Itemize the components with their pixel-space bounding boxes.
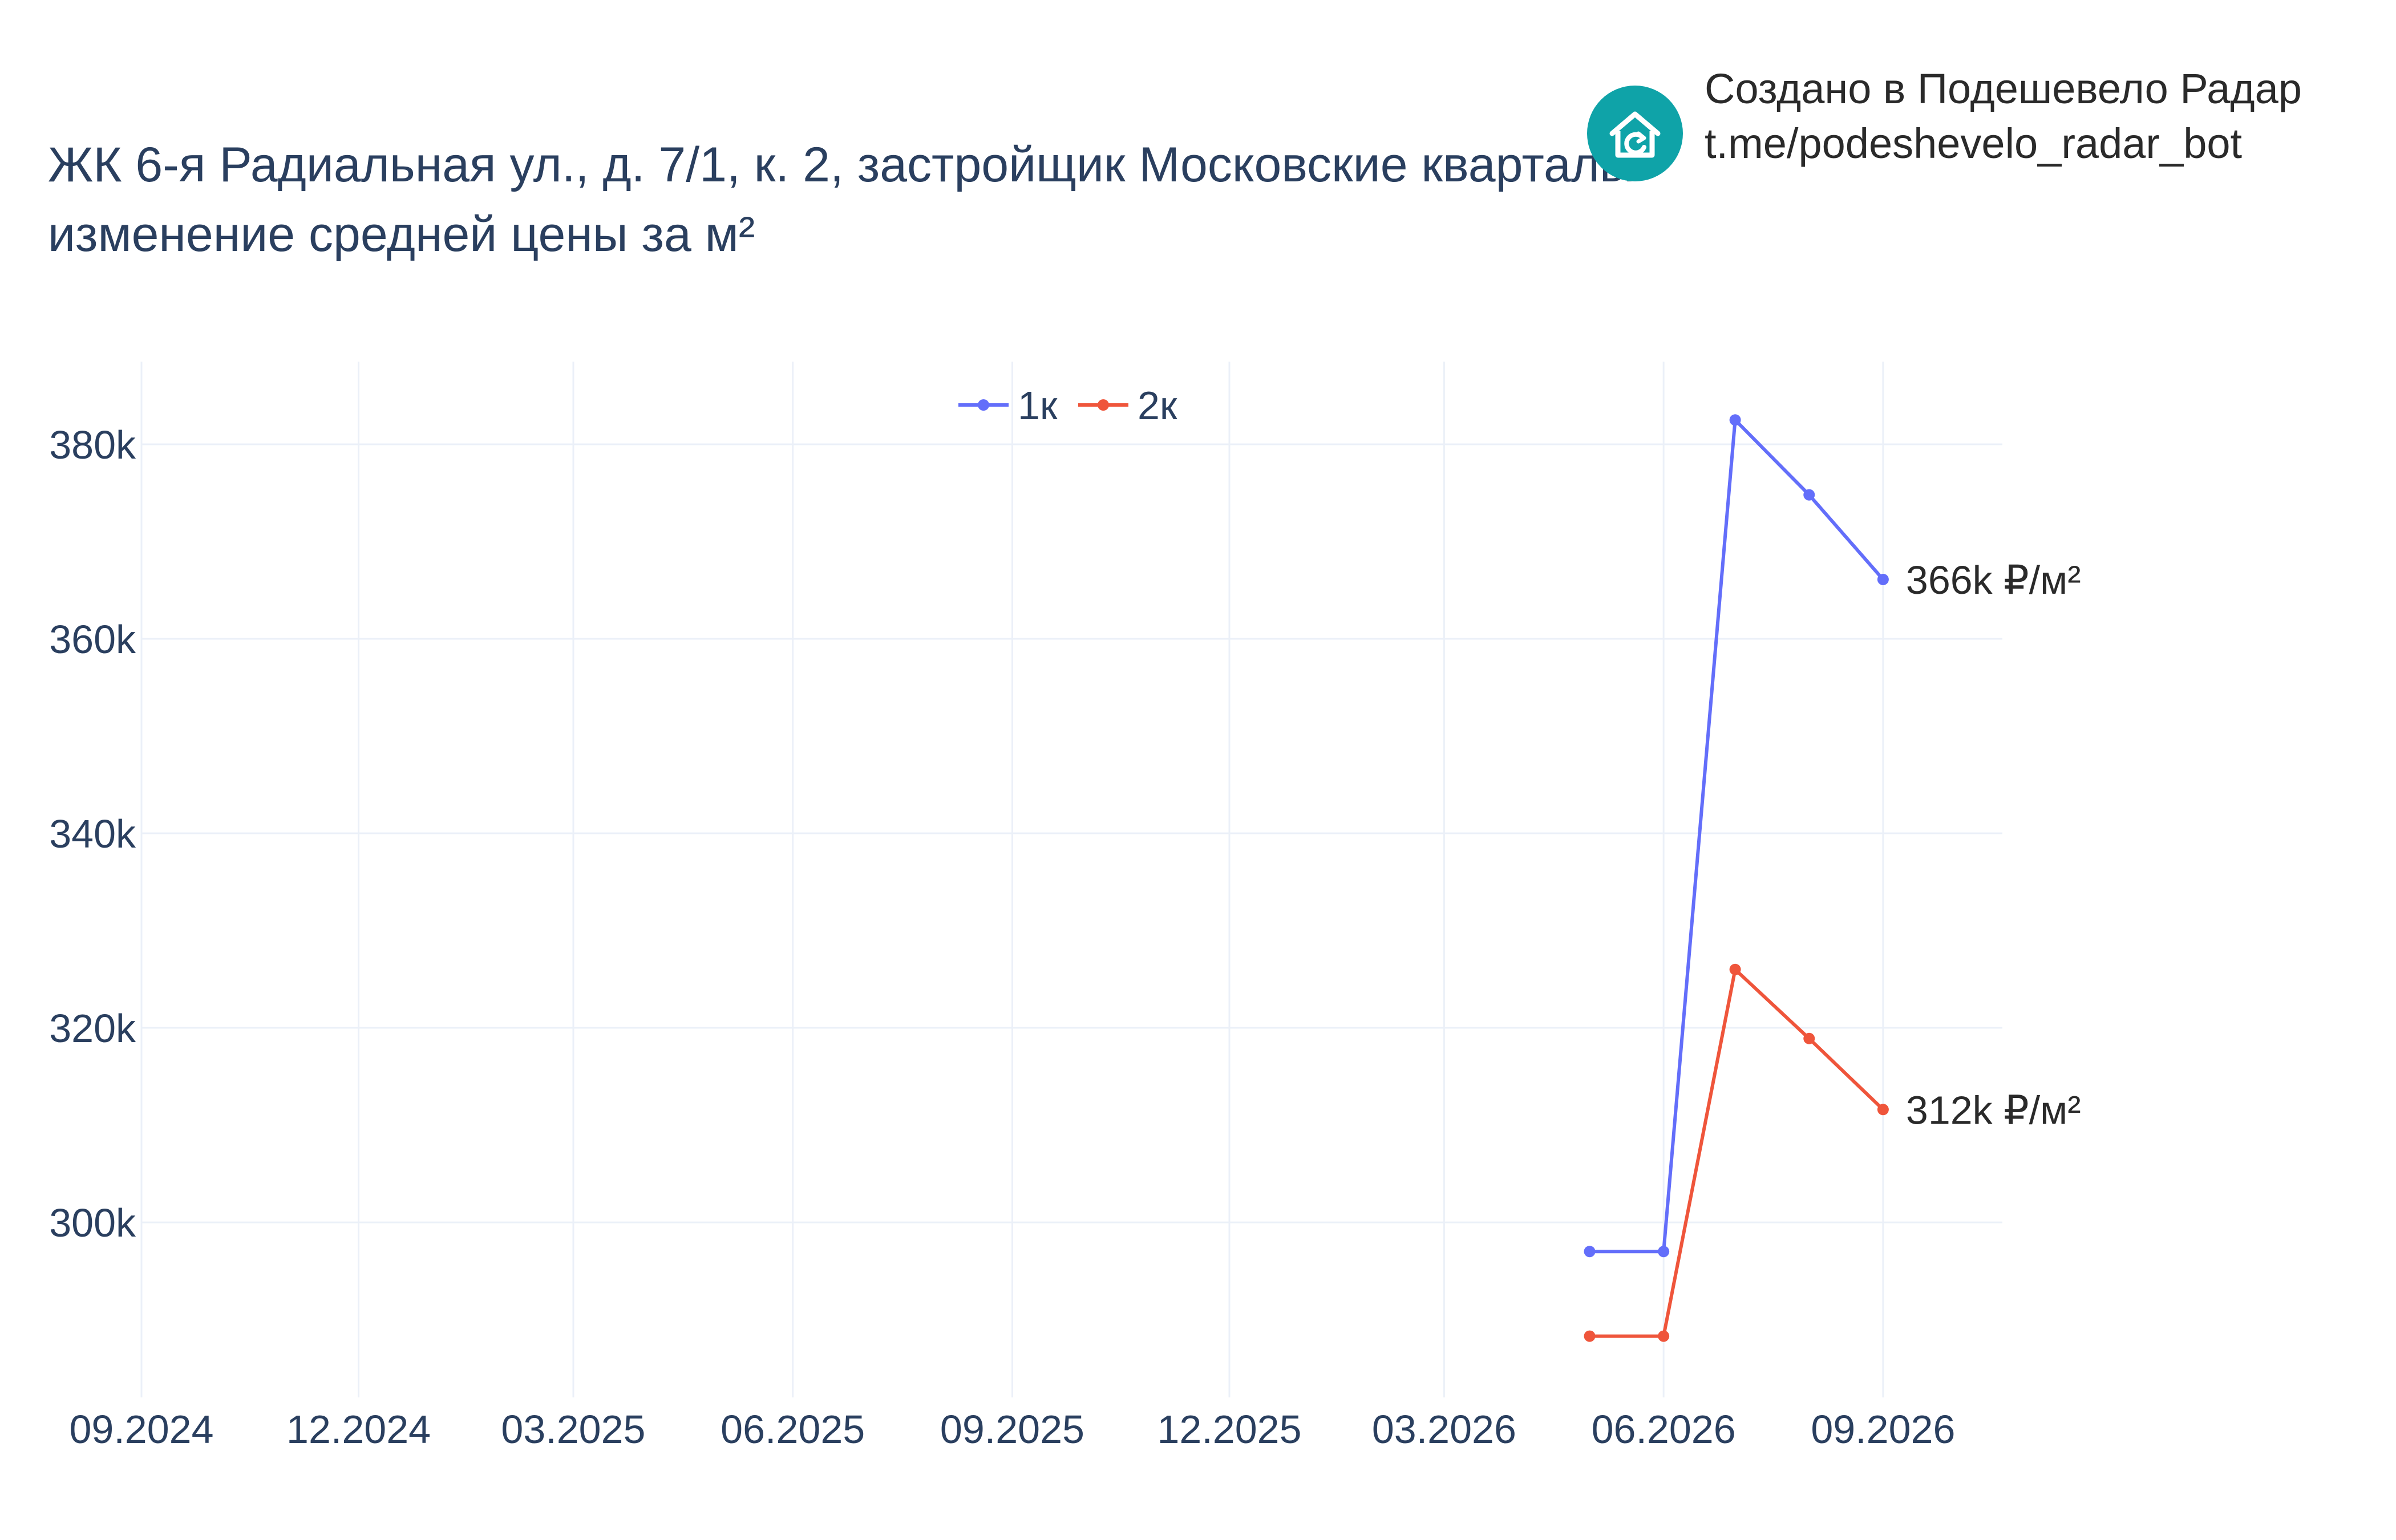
x-tick-label: 06.2026 [1592, 1407, 1736, 1452]
data-point [1658, 1330, 1670, 1342]
x-tick-label: 03.2025 [501, 1407, 645, 1452]
x-tick-label: 09.2026 [1811, 1407, 1955, 1452]
data-point [1584, 1246, 1596, 1258]
data-point [1803, 489, 1815, 501]
data-point [1877, 573, 1889, 585]
legend-swatch-marker [1098, 399, 1109, 411]
data-point [1803, 1032, 1815, 1044]
data-point [1729, 414, 1741, 426]
y-tick-label: 300k [49, 1201, 136, 1245]
y-tick-label: 380k [49, 423, 136, 467]
series-line-1 [1589, 418, 1885, 1254]
chart-title-line2: изменение средней цены за м² [48, 207, 755, 262]
house-refresh-icon [1587, 86, 1683, 181]
data-point [1658, 1246, 1670, 1258]
x-tick-label: 12.2025 [1157, 1407, 1301, 1452]
legend-label: 2к [1138, 383, 1177, 428]
legend-swatch-marker [978, 399, 989, 411]
data-point [1877, 1104, 1889, 1116]
series-layer: 366k ₽/м² 312k ₽/м² [1584, 414, 2081, 1342]
legend-item-1[interactable]: 1к [958, 383, 1058, 428]
legend-label: 1к [1018, 383, 1058, 428]
y-tick-label: 320k [49, 1006, 136, 1051]
chart-title: ЖК 6-я Радиальная ул., д. 7/1, к. 2, зас… [48, 130, 1635, 269]
credit-line1: Создано в Подешевело Радар [1705, 65, 2302, 112]
end-label: 312k ₽/м² [1906, 1088, 2081, 1132]
credit-text: Создано в Подешевело Радар t.me/podeshev… [1705, 62, 2302, 171]
legend[interactable]: 1к 2к [958, 383, 1177, 428]
x-tick-label: 09.2025 [940, 1407, 1084, 1452]
y-tick-label: 360k [49, 617, 136, 662]
x-tick-label: 06.2025 [721, 1407, 865, 1452]
legend-item-2[interactable]: 2к [1078, 383, 1177, 428]
x-tick-label: 03.2026 [1372, 1407, 1516, 1452]
end-label: 366k ₽/м² [1906, 558, 2081, 602]
x-tick-label: 12.2024 [286, 1407, 431, 1452]
data-point [1584, 1330, 1596, 1342]
series-line-2 [1589, 967, 1884, 1338]
data-point [1729, 963, 1741, 975]
chart-title-line1: ЖК 6-я Радиальная ул., д. 7/1, к. 2, зас… [48, 137, 1635, 192]
grid [140, 362, 2002, 1397]
credit-line2[interactable]: t.me/podeshevelo_radar_bot [1705, 120, 2243, 167]
x-tick-label: 09.2024 [69, 1407, 213, 1452]
y-tick-label: 340k [49, 812, 136, 856]
axes: 09.2024 12.2024 03.2025 06.2025 09.2025 12.20… [49, 423, 1955, 1452]
